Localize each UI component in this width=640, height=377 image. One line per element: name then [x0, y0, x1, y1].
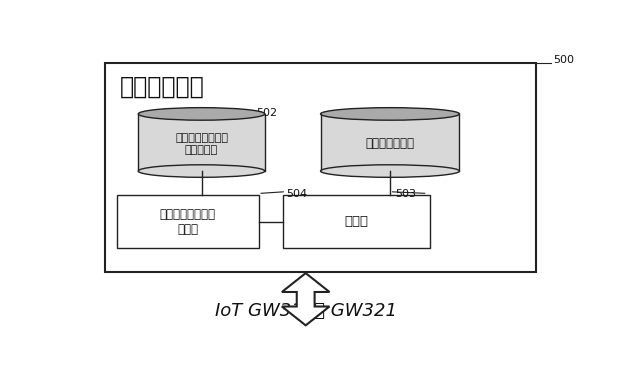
- Text: コントローラ: コントローラ: [120, 74, 204, 98]
- Text: 504: 504: [286, 189, 307, 199]
- Text: 仮想ネットワーク
設定記憶部: 仮想ネットワーク 設定記憶部: [175, 133, 228, 155]
- Text: IoT GW311／ GW321: IoT GW311／ GW321: [214, 302, 397, 320]
- Text: 仮想ネットワーク
制御部: 仮想ネットワーク 制御部: [160, 208, 216, 236]
- Ellipse shape: [138, 108, 265, 120]
- Bar: [284, 195, 429, 248]
- Bar: [117, 195, 259, 248]
- Text: 503: 503: [395, 189, 416, 199]
- Bar: [138, 114, 265, 171]
- Text: 500: 500: [554, 55, 575, 65]
- Bar: [105, 63, 536, 272]
- Ellipse shape: [321, 108, 460, 120]
- Text: 501: 501: [395, 108, 416, 118]
- Ellipse shape: [138, 165, 265, 177]
- Text: 502: 502: [256, 108, 277, 118]
- Polygon shape: [282, 273, 330, 325]
- Ellipse shape: [321, 165, 460, 177]
- Bar: [321, 114, 460, 171]
- Text: 認証部: 認証部: [344, 215, 369, 228]
- Text: 認証情報記憶部: 認証情報記憶部: [365, 137, 415, 150]
